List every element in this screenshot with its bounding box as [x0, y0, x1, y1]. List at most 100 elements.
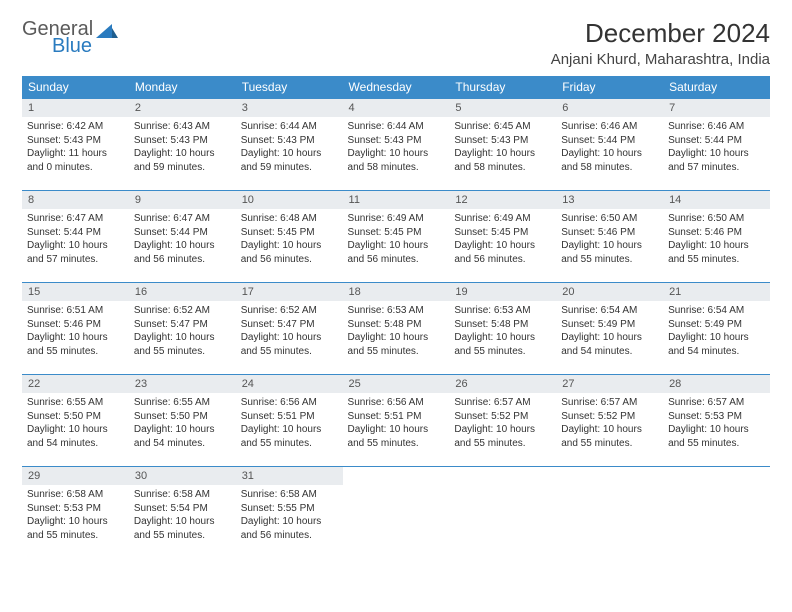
sunrise-text: Sunrise: 6:48 AM — [241, 213, 317, 224]
sunrise-text: Sunrise: 6:47 AM — [134, 213, 210, 224]
day-info: Sunrise: 6:46 AMSunset: 5:44 PMDaylight:… — [556, 117, 663, 178]
day-cell-7: 7Sunrise: 6:46 AMSunset: 5:44 PMDaylight… — [663, 99, 770, 191]
sunrise-text: Sunrise: 6:46 AM — [561, 121, 637, 132]
day-number: 15 — [22, 283, 129, 301]
logo-stack: GeneralBlue — [22, 18, 118, 58]
sunset-text: Sunset: 5:44 PM — [27, 227, 101, 238]
sunrise-text: Sunrise: 6:50 AM — [668, 213, 744, 224]
logo: GeneralBlue — [22, 18, 118, 58]
day-number: 24 — [236, 375, 343, 393]
daylight-text: Daylight: 10 hours and 56 minutes. — [454, 240, 535, 265]
day-info: Sunrise: 6:53 AMSunset: 5:48 PMDaylight:… — [343, 301, 450, 362]
sunrise-text: Sunrise: 6:54 AM — [561, 305, 637, 316]
location-label: Anjani Khurd, Maharashtra, India — [551, 51, 770, 68]
daylight-text: Daylight: 10 hours and 55 minutes. — [561, 240, 642, 265]
sunset-text: Sunset: 5:43 PM — [348, 135, 422, 146]
calendar-week-row: 22Sunrise: 6:55 AMSunset: 5:50 PMDayligh… — [22, 375, 770, 467]
sunset-text: Sunset: 5:43 PM — [454, 135, 528, 146]
day-info: Sunrise: 6:44 AM Sunset: 5:43 PM Daylight:… — [236, 117, 343, 178]
sunset-text: Sunset: 5:48 PM — [348, 319, 422, 330]
day-info: Sunrise: 6:50 AMSunset: 5:46 PMDaylight:… — [556, 209, 663, 270]
daylight-text: Daylight: 10 hours and 57 minutes. — [27, 240, 108, 265]
day-info: Sunrise: 6:47 AMSunset: 5:44 PMDaylight:… — [129, 209, 236, 270]
day-info: Sunrise: 6:57 AMSunset: 5:52 PMDaylight:… — [449, 393, 556, 454]
daylight-text: Daylight: 10 hours and 58 minutes. — [454, 148, 535, 173]
sunset-text: Sunset: 5:54 PM — [134, 503, 208, 514]
daylight-text: Daylight: 10 hours and 55 minutes. — [134, 332, 215, 357]
day-number: 31 — [236, 467, 343, 485]
day-header-saturday: Saturday — [663, 76, 770, 99]
day-info: Sunrise: 6:49 AMSunset: 5:45 PMDaylight:… — [343, 209, 450, 270]
sunset-text: Sunset: 5:53 PM — [27, 503, 101, 514]
daylight-text: Daylight: 10 hours and 55 minutes. — [668, 424, 749, 449]
sunset-text: Sunset: 5:43 PM — [134, 135, 208, 146]
day-info: Sunrise: 6:52 AMSunset: 5:47 PMDaylight:… — [236, 301, 343, 362]
day-number: 23 — [129, 375, 236, 393]
sunrise-text: Sunrise: 6:50 AM — [561, 213, 637, 224]
sunset-text: Sunset: 5:49 PM — [561, 319, 635, 330]
daylight-text: Daylight: 10 hours and 59 minutes. — [241, 148, 322, 173]
sunset-text: Sunset: 5:50 PM — [134, 411, 208, 422]
day-number: 19 — [449, 283, 556, 301]
day-cell-16: 16Sunrise: 6:52 AMSunset: 5:47 PMDayligh… — [129, 283, 236, 375]
day-cell-13: 13Sunrise: 6:50 AMSunset: 5:46 PMDayligh… — [556, 191, 663, 283]
day-number: 28 — [663, 375, 770, 393]
day-number: 11 — [343, 191, 450, 209]
day-number: 30 — [129, 467, 236, 485]
daylight-text: Daylight: 10 hours and 54 minutes. — [668, 332, 749, 357]
day-cell-25: 25Sunrise: 6:56 AMSunset: 5:51 PMDayligh… — [343, 375, 450, 467]
sunrise-text: Sunrise: 6:49 AM — [348, 213, 424, 224]
sunrise-text: Sunrise: 6:57 AM — [668, 397, 744, 408]
day-number: 25 — [343, 375, 450, 393]
sunrise-text: Sunrise: 6:44 AM — [241, 121, 317, 132]
day-number: 9 — [129, 191, 236, 209]
day-cell-22: 22Sunrise: 6:55 AMSunset: 5:50 PMDayligh… — [22, 375, 129, 467]
sunrise-text: Sunrise: 6:54 AM — [668, 305, 744, 316]
day-info: Sunrise: 6:58 AMSunset: 5:53 PMDaylight:… — [22, 485, 129, 546]
day-cell-1: 1Sunrise: 6:42 AMSunset: 5:43 PMDaylight… — [22, 99, 129, 191]
sunset-text: Sunset: 5:43 PM — [241, 135, 315, 146]
day-cell-14: 14Sunrise: 6:50 AMSunset: 5:46 PMDayligh… — [663, 191, 770, 283]
day-info: Sunrise: 6:54 AMSunset: 5:49 PMDaylight:… — [556, 301, 663, 362]
day-number: 3 — [236, 99, 343, 117]
day-header-tuesday: Tuesday — [236, 76, 343, 99]
sunrise-text: Sunrise: 6:55 AM — [134, 397, 210, 408]
day-cell-3: 3 Sunrise: 6:44 AM Sunset: 5:43 PM Daylight… — [236, 99, 343, 191]
day-info: Sunrise: 6:57 AMSunset: 5:53 PMDaylight:… — [663, 393, 770, 454]
day-info: Sunrise: 6:58 AMSunset: 5:54 PMDaylight:… — [129, 485, 236, 546]
daylight-text: Daylight: 10 hours and 55 minutes. — [27, 516, 108, 541]
calendar-week-row: 29Sunrise: 6:58 AMSunset: 5:53 PMDayligh… — [22, 467, 770, 559]
daylight-text: Daylight: 11 hours and 0 minutes. — [27, 148, 107, 173]
empty-day-cell — [556, 467, 663, 559]
title-block: December 2024 Anjani Khurd, Maharashtra,… — [551, 18, 770, 68]
day-number: 2 — [129, 99, 236, 117]
sunrise-text: Sunrise: 6:46 AM — [668, 121, 744, 132]
day-info: Sunrise: 6:55 AMSunset: 5:50 PMDaylight:… — [129, 393, 236, 454]
day-cell-26: 26Sunrise: 6:57 AMSunset: 5:52 PMDayligh… — [449, 375, 556, 467]
day-cell-2: 2Sunrise: 6:43 AMSunset: 5:43 PMDaylight… — [129, 99, 236, 191]
sunset-text: Sunset: 5:44 PM — [668, 135, 742, 146]
day-info: Sunrise: 6:45 AMSunset: 5:43 PMDaylight:… — [449, 117, 556, 178]
day-cell-4: 4Sunrise: 6:44 AMSunset: 5:43 PMDaylight… — [343, 99, 450, 191]
day-info: Sunrise: 6:42 AMSunset: 5:43 PMDaylight:… — [22, 117, 129, 178]
sunset-text: Sunset: 5:43 PM — [27, 135, 101, 146]
calendar-week-row: 1Sunrise: 6:42 AMSunset: 5:43 PMDaylight… — [22, 99, 770, 191]
daylight-text: Daylight: 10 hours and 55 minutes. — [561, 424, 642, 449]
day-number: 14 — [663, 191, 770, 209]
day-cell-20: 20Sunrise: 6:54 AMSunset: 5:49 PMDayligh… — [556, 283, 663, 375]
sunset-text: Sunset: 5:46 PM — [668, 227, 742, 238]
day-cell-17: 17Sunrise: 6:52 AMSunset: 5:47 PMDayligh… — [236, 283, 343, 375]
empty-day-cell — [663, 467, 770, 559]
daylight-text: Daylight: 10 hours and 55 minutes. — [454, 424, 535, 449]
day-info: Sunrise: 6:57 AMSunset: 5:52 PMDaylight:… — [556, 393, 663, 454]
day-number: 4 — [343, 99, 450, 117]
sunrise-text: Sunrise: 6:49 AM — [454, 213, 530, 224]
daylight-text: Daylight: 10 hours and 55 minutes. — [348, 424, 429, 449]
day-number: 5 — [449, 99, 556, 117]
sunrise-text: Sunrise: 6:53 AM — [348, 305, 424, 316]
sunrise-text: Sunrise: 6:44 AM — [348, 121, 424, 132]
day-cell-11: 11Sunrise: 6:49 AMSunset: 5:45 PMDayligh… — [343, 191, 450, 283]
sunrise-text: Sunrise: 6:58 AM — [134, 489, 210, 500]
sunset-text: Sunset: 5:44 PM — [134, 227, 208, 238]
sunset-text: Sunset: 5:47 PM — [134, 319, 208, 330]
